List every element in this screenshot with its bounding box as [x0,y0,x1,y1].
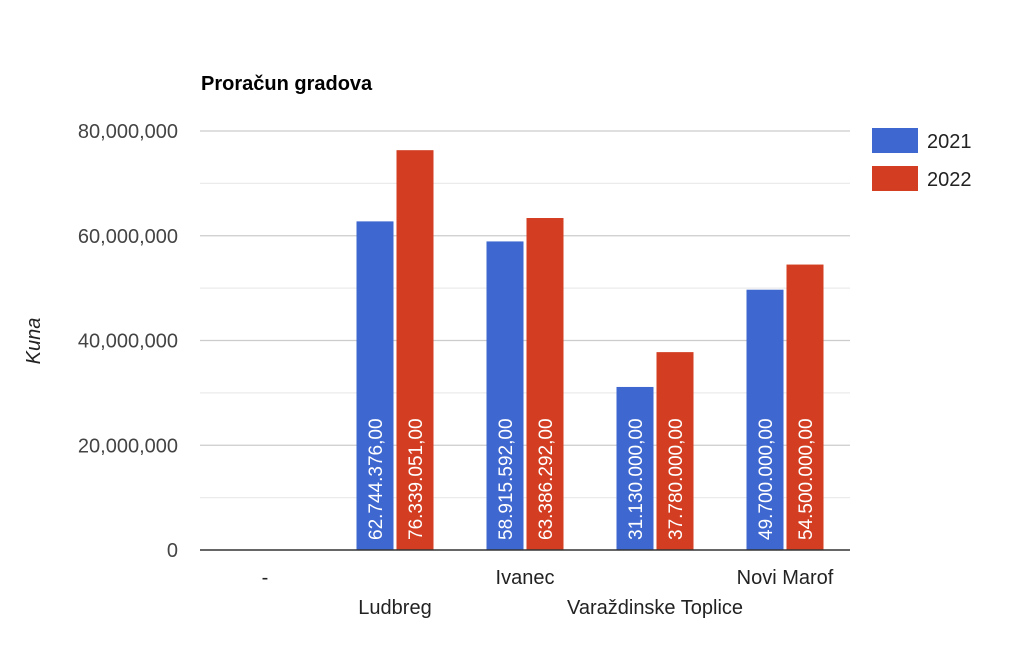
data-label: 54.500.000,00 [796,418,817,540]
y-tick-label: 20,000,000 [78,435,178,457]
y-tick-label: 0 [167,540,178,562]
bar-2022 [396,150,434,550]
bars: 62.744.376,00 76.339.051,00 58.915.592,00 6… [356,150,824,551]
bar-2021 [746,289,784,550]
legend-label: 2021 [927,131,972,153]
x-tick-label: Ivanec [496,567,555,589]
bar-2022 [786,264,824,550]
data-label: 31.130.000,00 [626,418,647,540]
data-label: 63.386.292,00 [536,418,557,540]
data-label: 37.780.000,00 [666,418,687,540]
x-tick-label: Ludbreg [358,597,431,619]
legend: 2021 2022 [872,128,972,191]
gridlines [200,130,850,499]
bar-2022 [656,352,694,550]
y-tick-label: 60,000,000 [78,226,178,248]
data-label: 58.915.592,00 [496,418,517,540]
y-tick-label: 40,000,000 [78,331,178,353]
bar-2022 [526,218,564,551]
x-tick-label: - [262,567,269,589]
legend-swatch-2022 [872,166,918,191]
x-axis-ticks: - Ludbreg Ivanec Varaždinske Toplice Novi Ma… [262,567,834,619]
x-tick-label: Varaždinske Toplice [567,597,743,619]
data-label: 76.339.051,00 [406,418,427,540]
data-label: 49.700.000,00 [756,418,777,540]
bar-2021 [616,386,654,550]
y-axis-label: Kuna [23,318,45,365]
bar-2021 [356,221,394,550]
legend-swatch-2021 [872,128,918,153]
legend-label: 2022 [927,169,972,191]
x-tick-label: Novi Marof [737,567,834,589]
y-tick-label: 80,000,000 [78,121,178,143]
chart-title: Proračun gradova [201,73,373,95]
y-axis-ticks: 0 20,000,000 40,000,000 60,000,000 80,000,00… [78,121,178,562]
bar-2021 [486,241,524,551]
data-label: 62.744.376,00 [366,418,387,540]
